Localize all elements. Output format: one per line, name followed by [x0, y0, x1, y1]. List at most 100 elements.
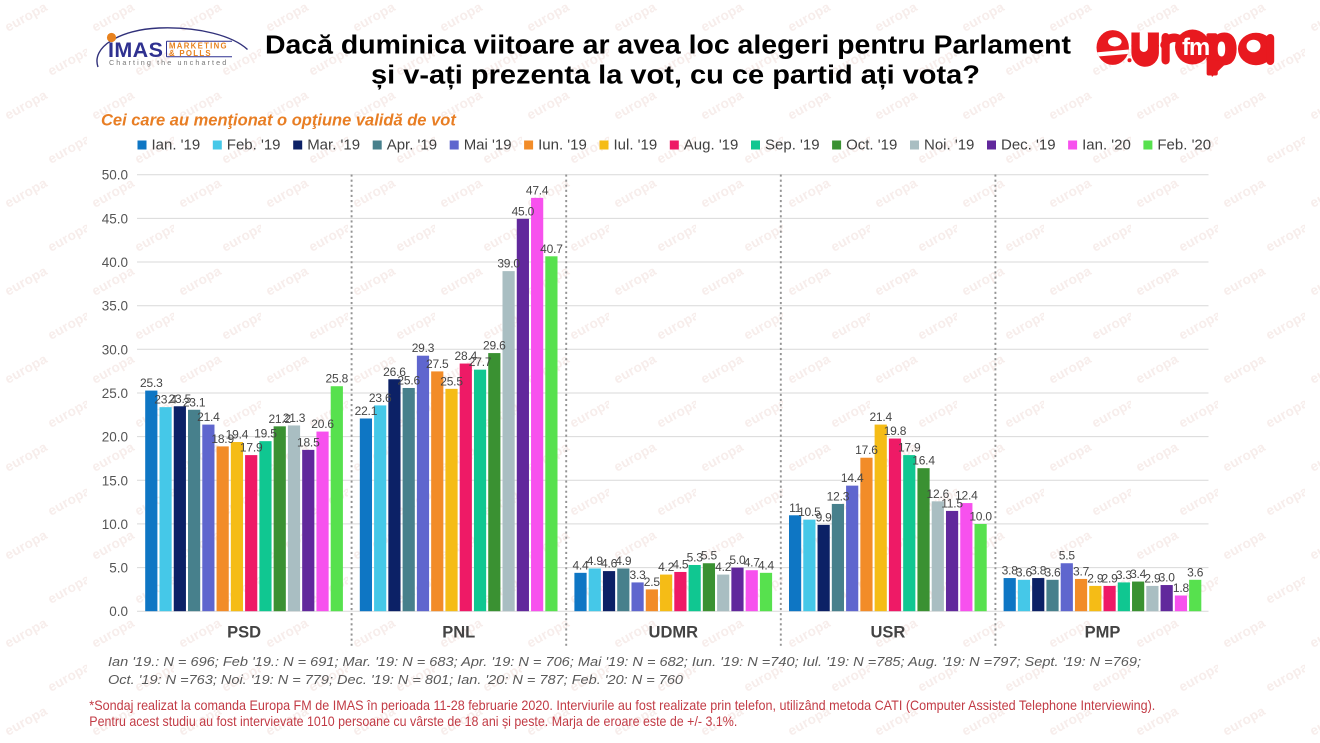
svg-text:Iul. '19: Iul. '19 [614, 137, 658, 154]
svg-text:50.0: 50.0 [102, 168, 128, 183]
svg-text:Ian. '20: Ian. '20 [1082, 137, 1131, 154]
svg-text:3.4: 3.4 [1130, 567, 1147, 581]
svg-text:3.8: 3.8 [1030, 564, 1047, 578]
svg-text:4.9: 4.9 [587, 554, 604, 568]
svg-text:20.0: 20.0 [102, 430, 128, 445]
svg-text:40.7: 40.7 [540, 242, 563, 256]
svg-text:4.6: 4.6 [601, 557, 618, 571]
svg-text:2.9: 2.9 [1102, 571, 1119, 585]
svg-text:4.2: 4.2 [658, 560, 675, 574]
svg-text:27.5: 27.5 [426, 357, 449, 371]
svg-text:IMAS: IMAS [108, 38, 163, 62]
svg-text:4.5: 4.5 [672, 557, 689, 571]
svg-text:3.7: 3.7 [1073, 564, 1090, 578]
svg-text:4.9: 4.9 [615, 554, 632, 568]
svg-text:47.4: 47.4 [526, 183, 549, 197]
svg-text:1.8: 1.8 [1173, 581, 1190, 595]
svg-text:Pentru acest studiu au fost in: Pentru acest studiu au fost intervievate… [89, 713, 737, 729]
svg-text:19.5: 19.5 [254, 427, 277, 441]
svg-text:23.5: 23.5 [169, 392, 192, 406]
svg-text:12.4: 12.4 [955, 489, 978, 503]
svg-text:9.9: 9.9 [816, 510, 833, 524]
svg-text:25.3: 25.3 [140, 376, 163, 390]
svg-text:Dec. '19: Dec. '19 [1001, 137, 1056, 154]
svg-text:Feb. '19: Feb. '19 [227, 137, 281, 154]
svg-text:3.3: 3.3 [630, 568, 647, 582]
svg-text:3.6: 3.6 [1016, 565, 1033, 579]
svg-text:26.6: 26.6 [383, 365, 406, 379]
svg-text:17.6: 17.6 [855, 443, 878, 457]
svg-text:4.7: 4.7 [744, 556, 761, 570]
svg-text:15.0: 15.0 [102, 473, 128, 488]
svg-text:21.2: 21.2 [268, 412, 291, 426]
svg-text:21.4: 21.4 [869, 410, 892, 424]
svg-text:Mar. '19: Mar. '19 [307, 137, 360, 154]
svg-text:3.3: 3.3 [1116, 568, 1133, 582]
svg-text:& POLLS: & POLLS [169, 49, 212, 58]
svg-text:Ian. '19: Ian. '19 [152, 137, 201, 154]
svg-text:Mai '19: Mai '19 [464, 137, 512, 154]
svg-text:4.4: 4.4 [572, 558, 589, 572]
svg-text:PSD: PSD [227, 624, 261, 642]
svg-text:27.7: 27.7 [469, 355, 492, 369]
svg-text:2.9: 2.9 [1144, 571, 1161, 585]
svg-text:25.6: 25.6 [397, 373, 420, 387]
svg-text:2.5: 2.5 [644, 575, 661, 589]
svg-text:3.8: 3.8 [1002, 564, 1019, 578]
svg-text:3.6: 3.6 [1044, 565, 1061, 579]
svg-text:17.9: 17.9 [898, 441, 921, 455]
svg-text:Dacă duminica viitoare ar avea: Dacă duminica viitoare ar avea loc alege… [265, 32, 1072, 60]
svg-text:23.6: 23.6 [369, 391, 392, 405]
svg-text:29.6: 29.6 [483, 339, 506, 353]
svg-text:5.0: 5.0 [729, 553, 746, 567]
svg-text:PNL: PNL [442, 624, 475, 642]
svg-text:23.1: 23.1 [183, 395, 206, 409]
svg-text:5.0: 5.0 [109, 561, 128, 576]
svg-text:USR: USR [870, 624, 905, 642]
svg-text:16.4: 16.4 [912, 454, 935, 468]
svg-text:MARKETING: MARKETING [169, 42, 228, 51]
svg-text:21.3: 21.3 [283, 411, 306, 425]
svg-text:39.0: 39.0 [497, 257, 520, 271]
svg-text:10.0: 10.0 [969, 510, 992, 524]
svg-text:Charting the uncharted: Charting the uncharted [109, 58, 228, 67]
svg-text:35.0: 35.0 [102, 299, 128, 314]
svg-text:10.0: 10.0 [102, 517, 128, 532]
svg-text:5.5: 5.5 [1059, 549, 1076, 563]
svg-text:11: 11 [789, 501, 802, 515]
svg-text:Cei care au menţionat o opţiun: Cei care au menţionat o opţiune validă d… [101, 112, 457, 130]
svg-text:PMP: PMP [1085, 624, 1121, 642]
svg-text:18.9: 18.9 [211, 432, 234, 446]
svg-text:29.3: 29.3 [412, 341, 435, 355]
svg-text:28.4: 28.4 [455, 349, 478, 363]
svg-text:25.5: 25.5 [440, 374, 463, 388]
svg-text:Feb. '20: Feb. '20 [1157, 137, 1211, 154]
svg-text:Sep. '19: Sep. '19 [765, 137, 820, 154]
svg-text:0.0: 0.0 [109, 604, 128, 619]
svg-text:Noi. '19: Noi. '19 [924, 137, 974, 154]
svg-text:14.4: 14.4 [841, 471, 864, 485]
svg-text:Oct. '19: N =763; Noi. '19: N: Oct. '19: N =763; Noi. '19: N = 779; Dec… [108, 672, 684, 687]
svg-text:11.5: 11.5 [941, 496, 963, 510]
svg-text:20.6: 20.6 [311, 417, 334, 431]
svg-text:10.5: 10.5 [798, 505, 821, 519]
svg-text:22.1: 22.1 [355, 404, 378, 418]
svg-text:19.8: 19.8 [884, 424, 907, 438]
svg-text:23.4: 23.4 [154, 393, 177, 407]
svg-text:5.5: 5.5 [701, 549, 718, 563]
svg-text:25.0: 25.0 [102, 386, 128, 401]
svg-text:30.0: 30.0 [102, 342, 128, 357]
svg-text:fm: fm [1182, 34, 1209, 61]
svg-text:Oct. '19: Oct. '19 [846, 137, 897, 154]
svg-text:12.6: 12.6 [927, 487, 950, 501]
svg-text:Aug. '19: Aug. '19 [684, 137, 739, 154]
svg-text:21.4: 21.4 [197, 410, 220, 424]
svg-text:17.9: 17.9 [240, 441, 263, 455]
svg-text:3.6: 3.6 [1187, 565, 1204, 579]
svg-text:19.4: 19.4 [226, 428, 249, 442]
svg-text:Ian '19.: N = 696; Feb '19.: N: Ian '19.: N = 696; Feb '19.: N = 691; Ma… [108, 654, 1141, 669]
svg-text:45.0: 45.0 [512, 204, 535, 218]
svg-text:4.2: 4.2 [715, 560, 732, 574]
svg-text:și v-ați prezenta la vot, cu c: și v-ați prezenta la vot, cu ce partid a… [371, 62, 980, 90]
svg-text:2.9: 2.9 [1087, 571, 1104, 585]
